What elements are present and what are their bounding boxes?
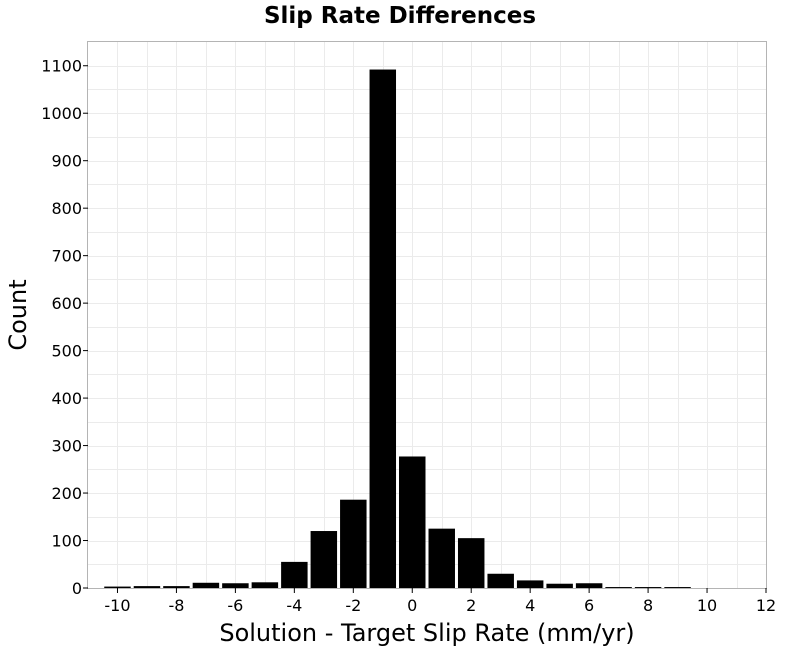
- y-tick-label: 900: [51, 152, 82, 171]
- histogram-bar: [575, 583, 603, 588]
- y-tick-label: 200: [51, 484, 82, 503]
- histogram-bar: [369, 69, 397, 588]
- histogram-bar: [399, 456, 426, 588]
- chart-title: Slip Rate Differences: [264, 3, 536, 29]
- x-tick-label: 8: [643, 596, 653, 615]
- y-tick-label: 600: [51, 294, 82, 313]
- y-tick-label: 0: [72, 579, 82, 598]
- x-tick-label: 0: [407, 596, 417, 615]
- x-axis-label: Solution - Target Slip Rate (mm/yr): [219, 619, 634, 647]
- histogram-bar: [104, 586, 131, 588]
- histogram-bar: [664, 587, 691, 589]
- y-tick-label: 1100: [41, 57, 82, 76]
- histogram-bar: [192, 582, 220, 588]
- x-tick-label: -8: [168, 596, 184, 615]
- histogram-bar: [634, 587, 662, 589]
- y-tick-label: 400: [51, 389, 82, 408]
- histogram-bar: [310, 531, 338, 588]
- x-tick-label: 10: [697, 596, 717, 615]
- y-tick-label: 500: [51, 342, 82, 361]
- histogram-bar: [605, 587, 632, 589]
- y-axis-label: Count: [4, 279, 32, 350]
- grid-lines: [88, 42, 766, 588]
- y-tick-label: 700: [51, 247, 82, 266]
- y-tick-label: 300: [51, 437, 82, 456]
- x-tick-label: -10: [104, 596, 130, 615]
- x-tick-label: 12: [756, 596, 776, 615]
- histogram-bar: [516, 580, 544, 588]
- histogram-bar: [487, 573, 514, 588]
- y-tick-label: 100: [51, 532, 82, 551]
- histogram-bar: [546, 583, 573, 588]
- x-tick-label: 2: [466, 596, 476, 615]
- histogram-bar: [251, 582, 279, 588]
- x-tick-label: -6: [227, 596, 243, 615]
- histogram-bar: [340, 499, 367, 588]
- plot-frame: [87, 41, 767, 589]
- x-tick-label: -2: [345, 596, 361, 615]
- x-tick-label: -4: [286, 596, 302, 615]
- histogram-bar: [457, 538, 485, 588]
- bars: [104, 69, 691, 589]
- x-tick-label: 4: [525, 596, 535, 615]
- histogram-bar: [163, 586, 190, 588]
- x-tick-label: 6: [584, 596, 594, 615]
- y-tick-label: 1000: [41, 104, 82, 123]
- histogram-bar: [133, 586, 161, 588]
- x-tick-labels: -10 -8 -6 -4 -2 0 2 4 6 8 10 12: [104, 588, 776, 615]
- y-tick-label: 800: [51, 199, 82, 218]
- histogram-bar: [222, 583, 249, 588]
- histogram-bar: [428, 528, 455, 588]
- y-tick-labels: 0 100 200 300 400 500 600 700 800 900 1000 1100: [41, 57, 88, 598]
- histogram-bar: [281, 561, 308, 588]
